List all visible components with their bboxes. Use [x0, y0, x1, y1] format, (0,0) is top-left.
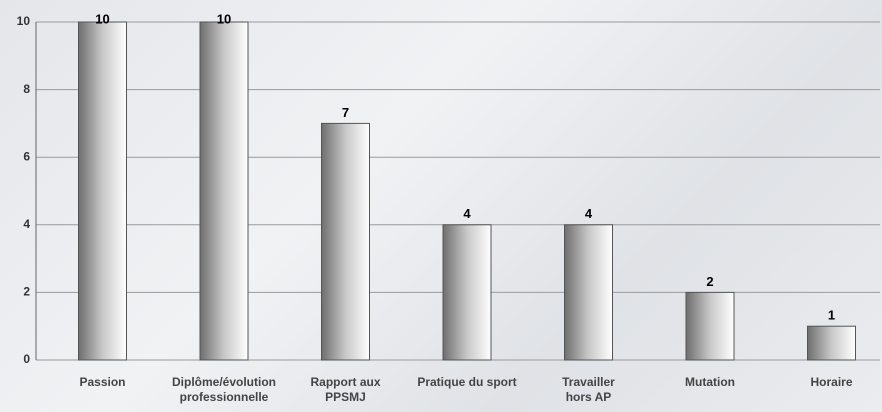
x-tick-label: Travailler hors AP — [562, 375, 615, 404]
x-tick-label: Rapport aux PPSMJ — [310, 375, 381, 404]
x-tick-label: Horaire — [810, 375, 853, 389]
x-tick-label: Diplôme/évolution professionnelle — [171, 375, 276, 404]
value-label: 1 — [828, 308, 835, 323]
x-tick-label: Pratique du sport — [417, 375, 517, 389]
bar — [199, 21, 249, 361]
bar — [807, 325, 856, 361]
bar — [564, 224, 613, 361]
value-label: 10 — [217, 11, 231, 26]
bar — [321, 122, 370, 361]
y-tick-label: 8 — [23, 82, 30, 96]
value-label: 2 — [706, 274, 713, 289]
y-tick-label: 4 — [23, 217, 30, 231]
value-label: 4 — [585, 206, 593, 221]
x-tick-label: Mutation — [685, 375, 735, 389]
y-tick-label: 6 — [23, 149, 30, 163]
y-tick-label: 10 — [17, 14, 31, 28]
bar — [685, 291, 735, 361]
y-tick-label: 2 — [23, 285, 30, 299]
value-label: 4 — [463, 206, 471, 221]
y-tick-label: 0 — [23, 352, 30, 366]
value-label: 7 — [342, 105, 349, 120]
x-tick-label: Passion — [79, 375, 126, 389]
bar — [442, 224, 492, 361]
bar — [78, 21, 127, 361]
value-label: 10 — [95, 11, 109, 26]
